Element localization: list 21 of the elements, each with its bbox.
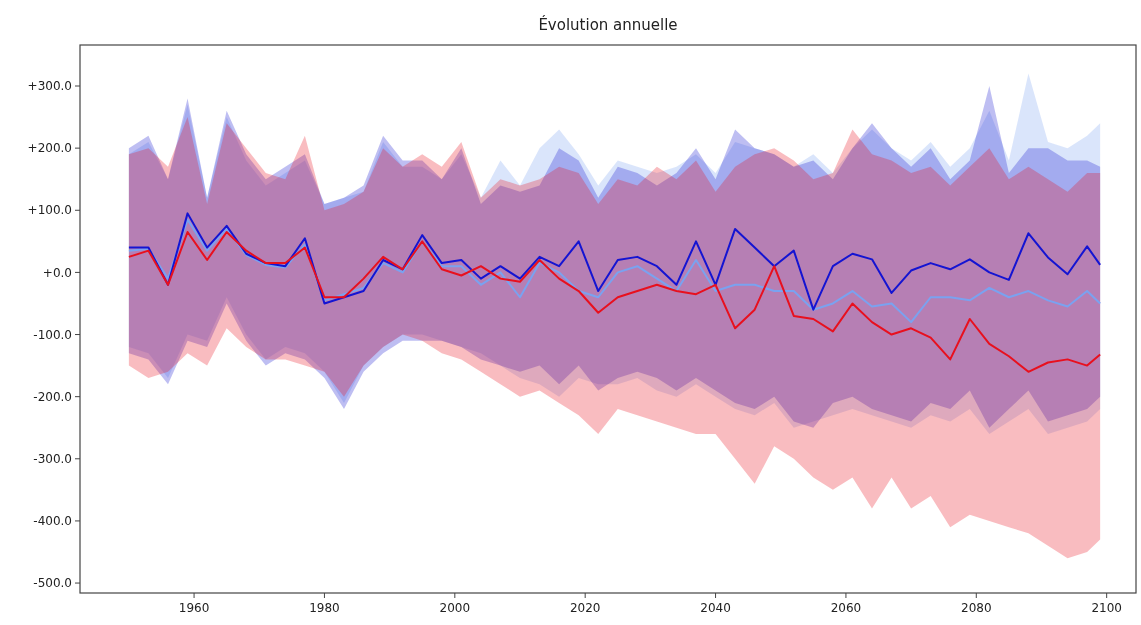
y-tick-label: -500.0 [33,576,72,591]
line-series [127,212,1102,311]
y-tick-label: -400.0 [33,514,72,529]
y-tick-label: -200.0 [33,389,72,404]
y-tick-label: +200.0 [27,141,72,156]
y-tick-label: -300.0 [33,452,72,466]
chart-title: Évolution annuelle [538,15,678,34]
y-tick-label: +100.0 [27,203,72,218]
x-tick-label: 1960 [178,601,210,615]
y-tick-label: -100.0 [33,327,72,342]
x-tick-label: 1980 [309,601,340,615]
y-tick-label: +0.0 [42,265,72,280]
x-tick-label: 2000 [439,601,471,615]
line-series [127,218,1102,324]
line-series [127,231,1102,373]
x-tick-label: 2060 [830,601,862,615]
x-tick-label: 2080 [961,601,992,615]
x-tick-label: 2040 [700,601,731,615]
y-tick-label: +300.0 [27,79,72,94]
x-tick-label: 2020 [569,601,601,615]
x-tick-label: 2100 [1091,601,1122,615]
